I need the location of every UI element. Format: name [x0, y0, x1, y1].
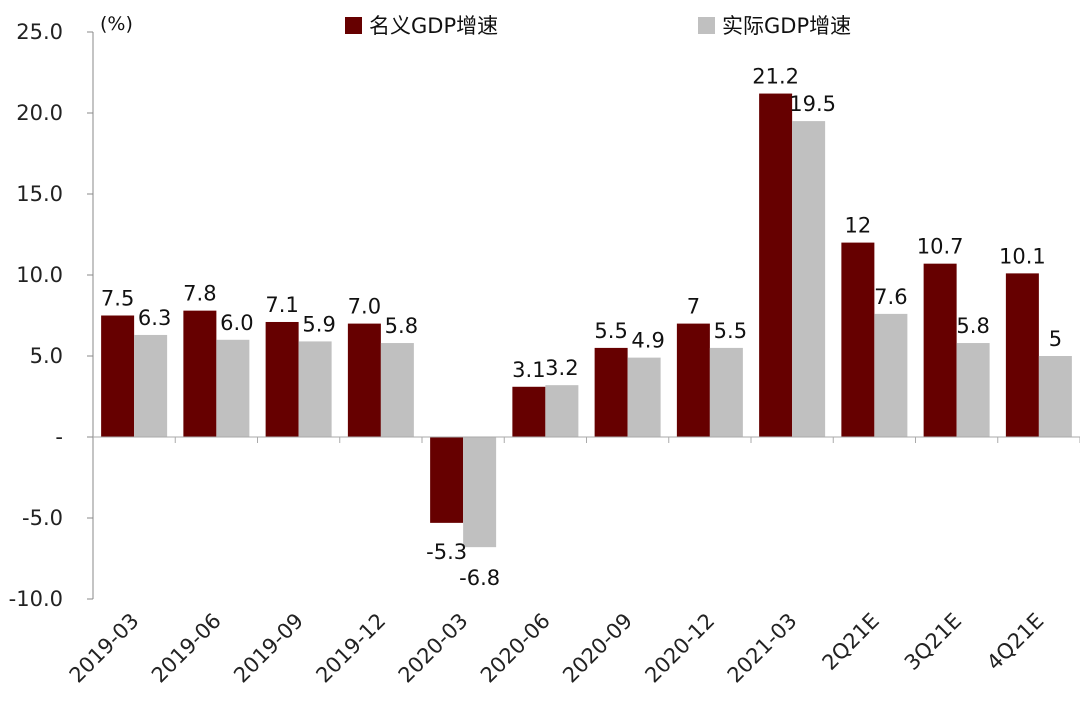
nominal-bar-2019-09	[265, 321, 299, 437]
x-tick-label: 2020-09	[558, 609, 637, 688]
bars	[101, 93, 1072, 548]
real-value-label: 6.0	[220, 311, 253, 335]
nominal-value-label: 7.8	[183, 282, 216, 306]
nominal-value-label: 5.5	[594, 319, 627, 343]
real-value-label: 5.5	[714, 319, 747, 343]
real-bar-2021-03	[792, 121, 826, 437]
real-value-label: 19.5	[789, 92, 836, 116]
y-tick-label: -10.0	[9, 587, 63, 611]
real-value-label: 5.9	[302, 312, 335, 336]
real-bar-2019-09	[298, 341, 332, 437]
real-bar-2Q21E	[874, 313, 908, 437]
data-labels: 7.56.37.86.07.15.97.05.8-5.3-6.83.1 3.25.…	[101, 65, 1062, 591]
y-tick-label: 5.0	[30, 344, 63, 368]
nominal-bar-2019-03	[101, 315, 135, 437]
x-tick-label: 2019-06	[147, 609, 226, 688]
x-tick-label: 2019-03	[65, 609, 144, 688]
x-tick-label: 2019-12	[311, 609, 390, 688]
real-bar-2020-09	[627, 357, 661, 437]
nominal-value-label: 7.5	[101, 287, 134, 311]
real-bar-2020-06	[545, 385, 579, 437]
y-axis: 25.0 20.0 15.0 10.0 5.0 - -5.0 -10.0	[9, 20, 94, 611]
real-bar-2020-03	[463, 437, 497, 548]
y-tick-label: 25.0	[16, 20, 63, 44]
nominal-bar-2020-09	[594, 347, 628, 437]
nominal-value-label: 10.7	[917, 235, 964, 259]
x-tick-label: 2Q21E	[818, 609, 884, 675]
real-bar-2019-03	[134, 334, 168, 437]
real-value-label: 6.3	[138, 306, 171, 330]
nominal-value-label: 7.0	[348, 295, 381, 319]
real-bar-3Q21E	[956, 343, 990, 437]
nominal-bar-3Q21E	[923, 263, 957, 437]
real-bar-2019-12	[380, 343, 414, 437]
y-tick-label: 20.0	[16, 101, 63, 125]
y-tick-label: -5.0	[22, 506, 63, 530]
real-value-label: 5	[1049, 327, 1062, 351]
nominal-bar-2021-03	[759, 93, 793, 437]
legend-label: 名义GDP增速	[369, 14, 498, 38]
real-value-label: 5.8	[385, 314, 418, 338]
x-axis: 2019-03 2019-06 2019-09 2019-12 2020-03 2020-…	[65, 436, 1080, 688]
nominal-bar-2019-12	[347, 323, 381, 437]
real-value-label: 5.8	[956, 314, 989, 338]
real-value-label: 7.6	[874, 285, 907, 309]
real-bar-2019-06	[216, 339, 250, 437]
nominal-bar-2020-03	[430, 437, 464, 523]
x-tick-label: 2020-03	[394, 609, 473, 688]
nominal-value-label: 10.1	[999, 244, 1046, 268]
x-tick-label: 3Q21E	[900, 609, 966, 675]
nominal-value-label: 21.2	[752, 65, 799, 89]
y-unit-label: (%)	[100, 13, 133, 35]
nominal-value-label: 7	[687, 295, 700, 319]
real-value-label: 3.2	[545, 356, 578, 380]
nominal-bar-2019-06	[183, 310, 217, 437]
x-tick-label: 4Q21E	[982, 609, 1048, 675]
real-value-label: -6.8	[459, 566, 500, 590]
legend-label: 实际GDP增速	[722, 14, 851, 38]
real-bar-4Q21E	[1038, 356, 1072, 437]
nominal-value-label: 7.1	[265, 293, 298, 317]
y-tick-label: -	[55, 425, 63, 449]
y-tick-label: 15.0	[16, 182, 63, 206]
nominal-value-label: -5.3	[426, 540, 467, 564]
y-tick-label: 10.0	[16, 263, 63, 287]
x-tick-label: 2020-06	[476, 609, 555, 688]
real-value-label: 4.9	[631, 329, 664, 353]
nominal-bar-2020-12	[676, 323, 710, 437]
x-tick-label: 2021-03	[723, 609, 802, 688]
x-tick-label: 2019-09	[229, 609, 308, 688]
nominal-value-label: 12	[845, 214, 872, 238]
nominal-bar-2020-06	[512, 386, 546, 437]
x-tick-label: 2020-12	[640, 609, 719, 688]
real-bar-2020-12	[709, 347, 743, 437]
nominal-bar-4Q21E	[1005, 273, 1039, 437]
legend: 名义GDP增速 实际GDP增速	[345, 14, 851, 38]
nominal-bar-2Q21E	[841, 242, 875, 437]
legend-swatch	[698, 17, 715, 34]
nominal-value-label: 3.1	[512, 358, 545, 382]
legend-swatch	[345, 17, 362, 34]
